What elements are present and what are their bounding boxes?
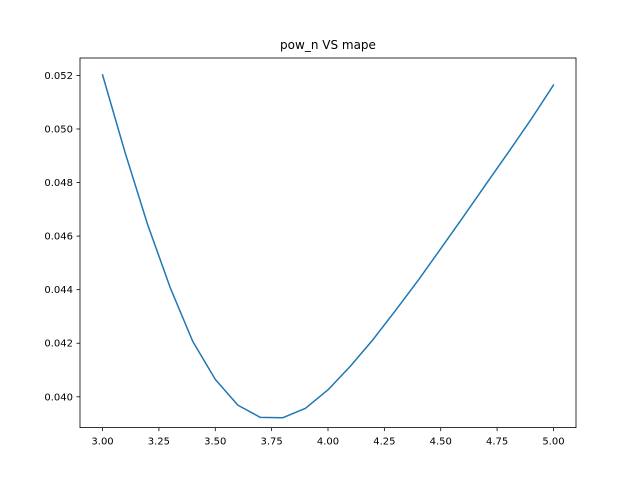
- y-tick-label: 0.046: [44, 232, 73, 243]
- y-tick-label: 0.040: [44, 392, 73, 403]
- y-tick-label: 0.052: [44, 71, 73, 82]
- x-tick-label: 3.50: [204, 437, 226, 448]
- x-tick-label: 4.00: [317, 437, 339, 448]
- x-tick-label: 3.00: [91, 437, 113, 448]
- y-tick-label: 0.050: [44, 124, 73, 135]
- y-tick-label: 0.048: [44, 178, 73, 189]
- x-tick-label: 3.25: [148, 437, 170, 448]
- y-tick-label: 0.044: [44, 285, 73, 296]
- x-tick-label: 5.00: [542, 437, 564, 448]
- plot-area: [101, 73, 555, 419]
- x-tick-label: 3.75: [261, 437, 283, 448]
- x-tick-label: 4.50: [430, 437, 452, 448]
- y-tick-label: 0.042: [44, 339, 73, 350]
- series-line: [101, 73, 555, 419]
- chart-title: pow_n VS mape: [280, 38, 376, 52]
- x-tick-label: 4.75: [486, 437, 508, 448]
- x-tick-label: 4.25: [373, 437, 395, 448]
